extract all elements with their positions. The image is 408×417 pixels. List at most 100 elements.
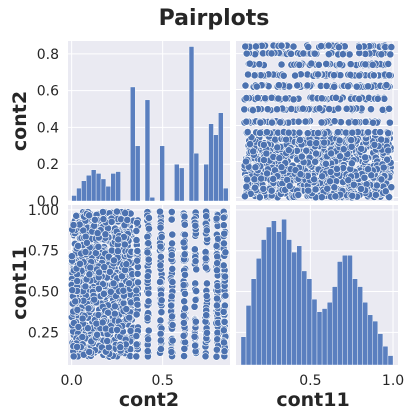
- scatter-point: [122, 305, 131, 313]
- scatter-point: [105, 267, 114, 276]
- histogram-bar: [382, 345, 389, 366]
- scatter-point: [257, 174, 266, 183]
- scatter-point: [98, 318, 107, 327]
- scatter-point: [370, 140, 379, 149]
- scatter-point: [116, 343, 125, 352]
- scatter-point: [324, 50, 333, 59]
- scatter-point: [314, 70, 322, 79]
- scatter-point: [284, 128, 293, 137]
- panel-scatter-cont11-cont2: [67, 205, 230, 365]
- histogram-bar: [271, 220, 277, 366]
- histogram-bar: [342, 255, 348, 366]
- scatter-point: [330, 82, 339, 91]
- scatter-point: [213, 335, 222, 344]
- scatter-point: [242, 182, 251, 191]
- scatter-point: [289, 42, 298, 51]
- scatter-point: [123, 216, 132, 224]
- scatter-point: [202, 212, 211, 221]
- scatter-point: [190, 302, 199, 311]
- scatter-point: [352, 82, 361, 91]
- scatter-point: [103, 337, 112, 345]
- scatter-point: [190, 332, 199, 341]
- histogram-bar: [218, 112, 224, 202]
- scatter-point: [221, 272, 229, 281]
- tick-labels: 0.00.20.40.60.80.250.500.751.000.0 0.5 0.5…: [28, 47, 404, 389]
- scatter-point: [76, 259, 84, 268]
- scatter-point: [269, 175, 278, 183]
- scatter-point: [342, 104, 351, 113]
- scatter-point: [259, 140, 268, 149]
- scatter-point: [289, 95, 298, 104]
- scatter-point: [181, 338, 189, 347]
- histogram-bar: [321, 308, 328, 366]
- scatter-point: [336, 152, 345, 161]
- scatter-point: [219, 221, 228, 230]
- scatter-point: [377, 50, 386, 59]
- scatter-point: [181, 304, 189, 313]
- scatter-point: [332, 93, 340, 102]
- scatter-point: [330, 117, 339, 126]
- scatter-point: [307, 59, 316, 68]
- scatter-point: [324, 41, 333, 50]
- scatter-point: [94, 242, 103, 251]
- scatter-point: [285, 182, 294, 190]
- scatter-point: [157, 308, 166, 317]
- y-tick-label-cont2: 0.8: [37, 47, 59, 63]
- scatter-point: [243, 175, 252, 184]
- scatter-point: [101, 230, 110, 239]
- histogram-bar: [372, 320, 379, 366]
- scatter-point: [202, 292, 211, 300]
- histogram-bar: [100, 178, 107, 202]
- scatter-point: [326, 168, 335, 176]
- scatter-point: [304, 43, 313, 51]
- scatter-point: [133, 256, 142, 265]
- scatter-point: [202, 311, 211, 320]
- scatter-point: [81, 282, 90, 291]
- scatter-point: [90, 295, 99, 304]
- scatter-point: [179, 319, 188, 327]
- scatter-point: [221, 248, 230, 257]
- scatter-point: [327, 149, 336, 158]
- scatter-point: [145, 214, 153, 222]
- scatter-point: [91, 215, 99, 224]
- scatter-point: [251, 163, 260, 172]
- histogram-bar: [255, 258, 262, 366]
- scatter-point: [113, 207, 121, 216]
- scatter-point: [322, 59, 331, 68]
- scatter-point: [113, 325, 121, 334]
- scatter-point: [143, 248, 152, 257]
- scatter-point: [382, 81, 391, 89]
- scatter-point: [335, 136, 344, 145]
- scatter-point: [157, 296, 166, 305]
- histogram-bar: [296, 245, 302, 366]
- scatter-point: [114, 235, 123, 244]
- scatter-point: [132, 236, 141, 245]
- scatter-point: [267, 186, 276, 195]
- scatter-point: [104, 308, 112, 317]
- scatter-point: [212, 352, 221, 361]
- scatter-point: [93, 229, 102, 238]
- scatter-point: [143, 347, 152, 356]
- scatter-point: [181, 230, 189, 239]
- scatter-point: [333, 165, 341, 173]
- scatter-point: [167, 208, 176, 216]
- scatter-point: [252, 82, 261, 91]
- scatter-point: [291, 166, 300, 175]
- scatter-point: [68, 286, 77, 295]
- scatter-point: [220, 239, 228, 248]
- histogram-bar: [110, 173, 116, 202]
- scatter-point: [323, 184, 332, 193]
- histogram-bar: [377, 333, 384, 366]
- scatter-point: [267, 49, 276, 58]
- scatter-point: [203, 279, 211, 288]
- scatter-point: [294, 117, 303, 126]
- scatter-point: [84, 304, 93, 313]
- scatter-point: [192, 287, 201, 295]
- scatter-point: [294, 191, 303, 199]
- scatter-point: [180, 220, 189, 229]
- scatter-point: [144, 239, 153, 248]
- x-axis-label-cont2: cont2: [119, 389, 179, 411]
- scatter-point: [156, 207, 164, 216]
- scatter-point: [312, 149, 320, 158]
- scatter-point: [168, 265, 177, 273]
